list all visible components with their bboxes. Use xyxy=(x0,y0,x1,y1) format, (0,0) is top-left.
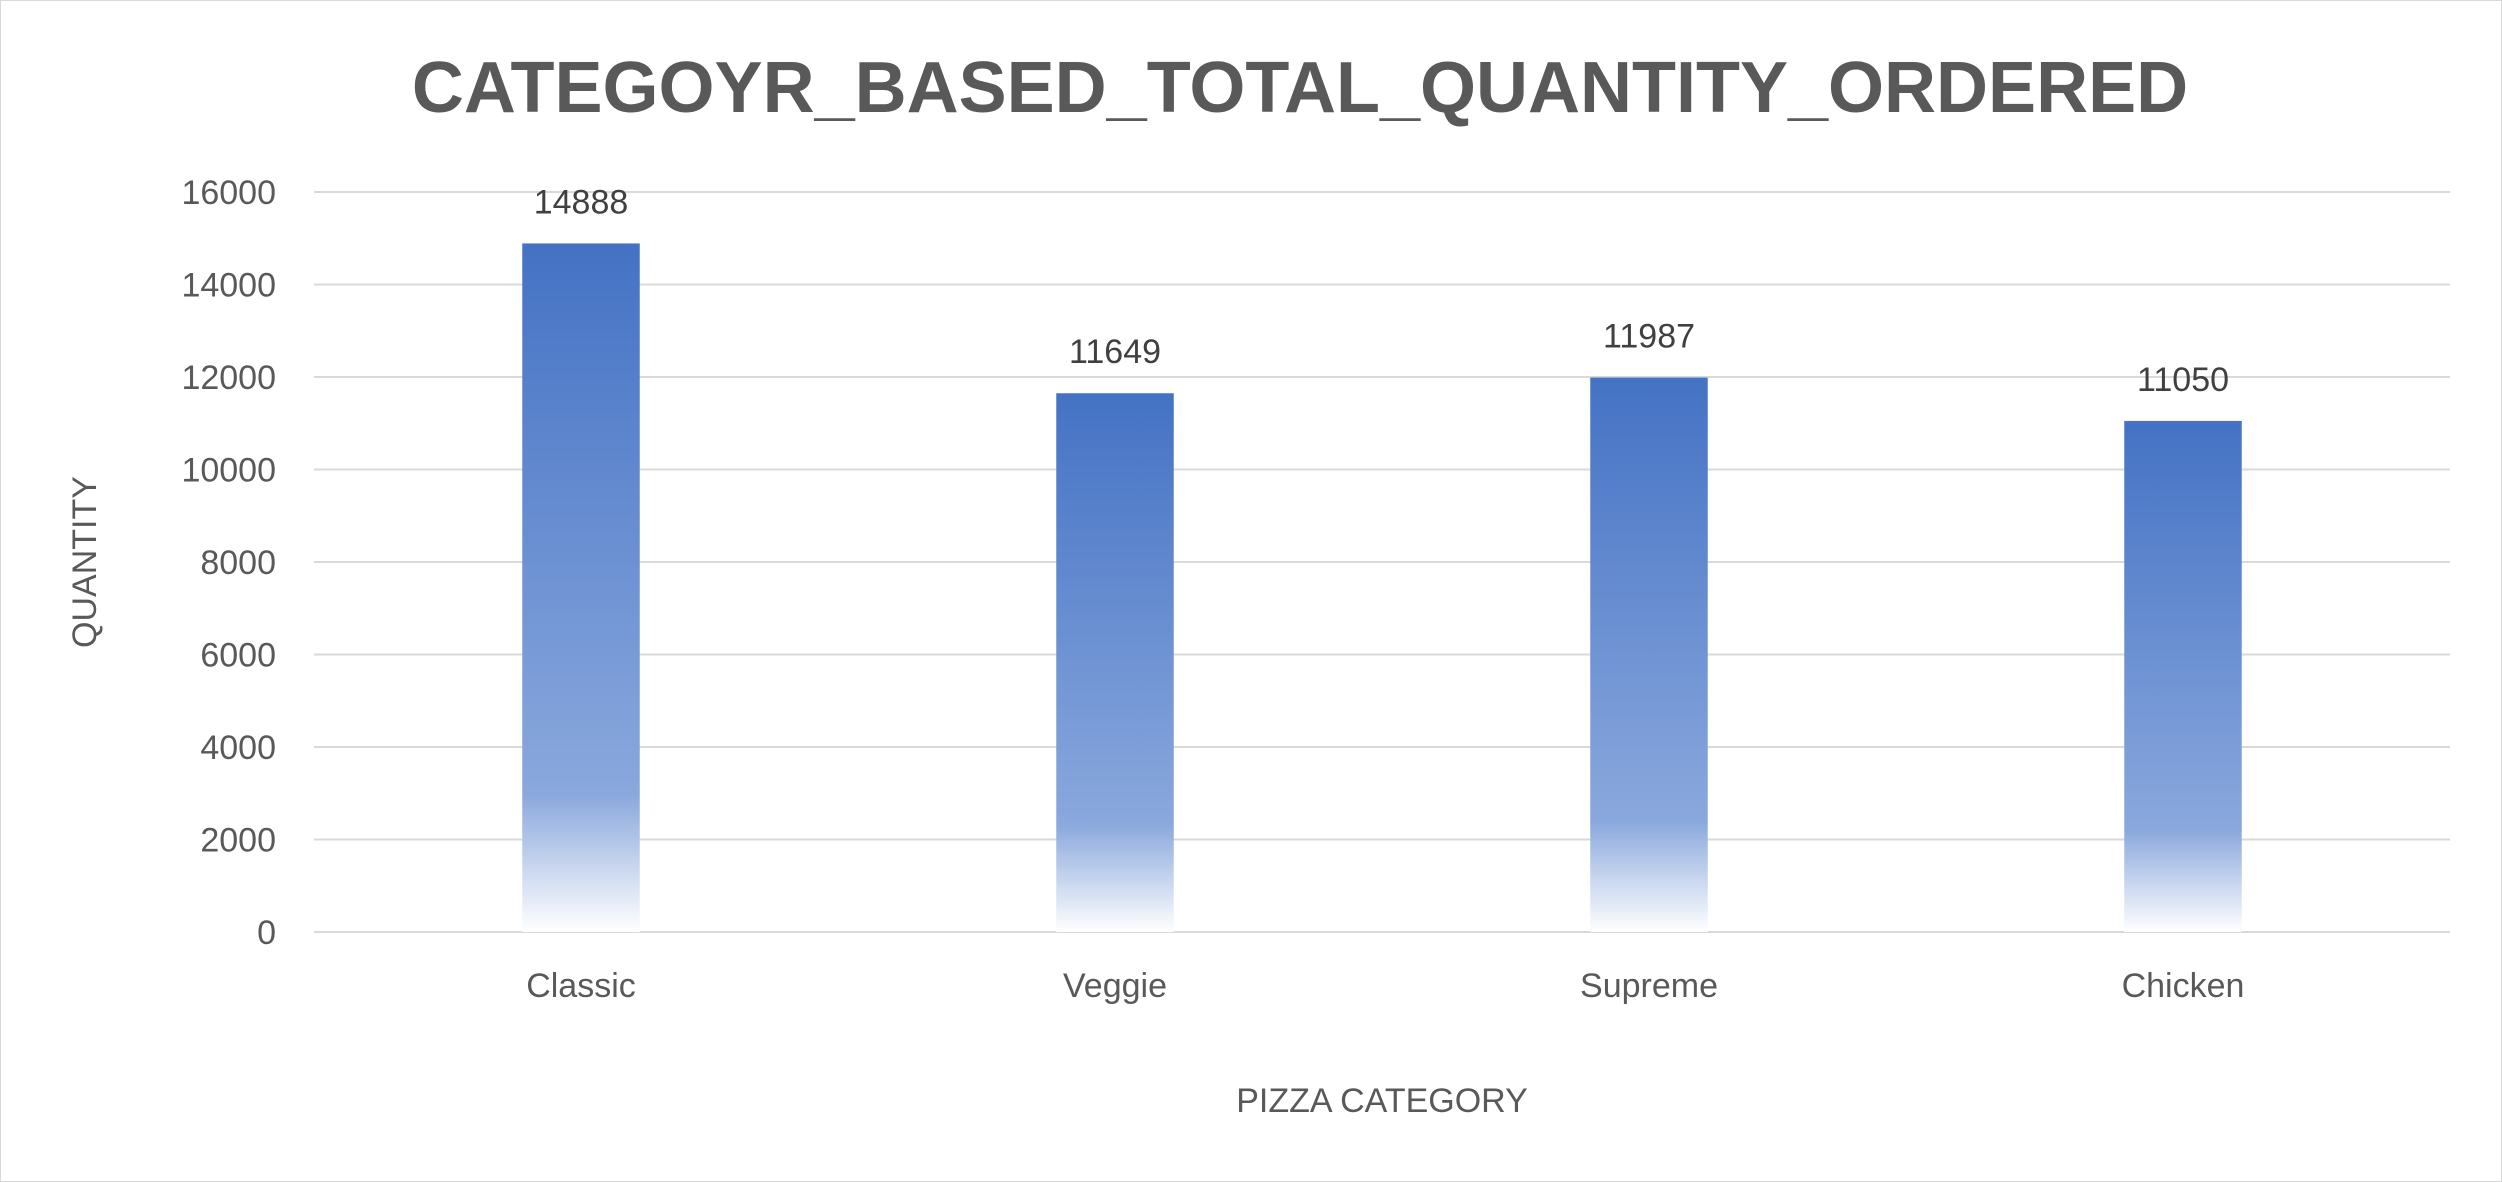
y-axis-title: QUANTITY xyxy=(66,476,104,648)
x-axis-title: PIZZA CATEGORY xyxy=(1236,1082,1528,1120)
data-label-chicken: 11050 xyxy=(2137,361,2229,399)
bar-supreme xyxy=(1590,377,1708,932)
y-axis-ticks: 0 2000 4000 6000 8000 10000 12000 14000 16000 xyxy=(181,174,276,952)
bar-classic xyxy=(522,243,640,932)
y-tick-label: 8000 xyxy=(200,544,276,582)
x-tick-label-classic: Classic xyxy=(526,967,636,1005)
y-tick-label: 10000 xyxy=(181,452,276,490)
bars xyxy=(522,243,2242,932)
x-axis-ticks: Classic Veggie Supreme Chicken xyxy=(526,967,2244,1005)
x-tick-label-chicken: Chicken xyxy=(2122,967,2245,1005)
gridlines xyxy=(314,191,2450,933)
x-tick-label-veggie: Veggie xyxy=(1063,967,1167,1005)
x-tick-label-supreme: Supreme xyxy=(1580,967,1718,1005)
bar-chicken xyxy=(2124,420,2242,932)
data-label-supreme: 11987 xyxy=(1603,318,1695,356)
data-label-classic: 14888 xyxy=(534,183,629,221)
chart-title: CATEGOYR_BASED_TOTAL_QUANTITY_ORDERED xyxy=(412,48,2188,128)
bar-veggie xyxy=(1056,393,1174,932)
y-tick-label: 14000 xyxy=(181,267,276,305)
y-tick-label: 12000 xyxy=(181,359,276,397)
y-tick-label: 6000 xyxy=(200,637,276,675)
data-labels: 14888 11649 11987 11050 xyxy=(534,183,2229,399)
y-tick-label: 16000 xyxy=(181,174,276,212)
y-tick-label: 0 xyxy=(257,914,276,952)
data-label-veggie: 11649 xyxy=(1069,333,1161,371)
y-tick-label: 2000 xyxy=(200,822,276,860)
y-tick-label: 4000 xyxy=(200,729,276,767)
